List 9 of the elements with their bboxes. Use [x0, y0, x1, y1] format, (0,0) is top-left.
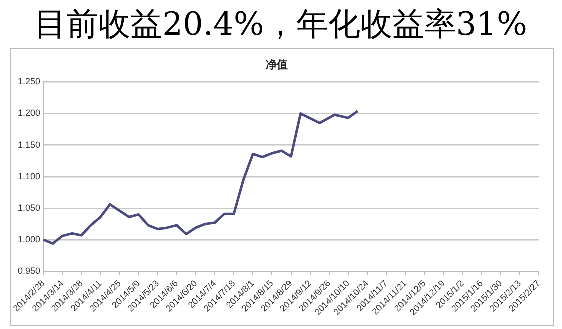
y-tick-label: 1.000	[18, 234, 41, 244]
y-tick-label: 1.250	[18, 76, 41, 87]
chart-title: 目前收益20.4%，年化收益率31%	[34, 4, 528, 45]
y-tick-label: 1.050	[18, 202, 41, 213]
y-tick-label: 1.100	[18, 171, 41, 182]
chart-subtitle: 净值	[266, 58, 288, 72]
y-tick-label: 0.950	[18, 266, 41, 276]
y-tick-label: 1.200	[18, 108, 41, 118]
y-tick-label: 1.150	[18, 140, 41, 150]
